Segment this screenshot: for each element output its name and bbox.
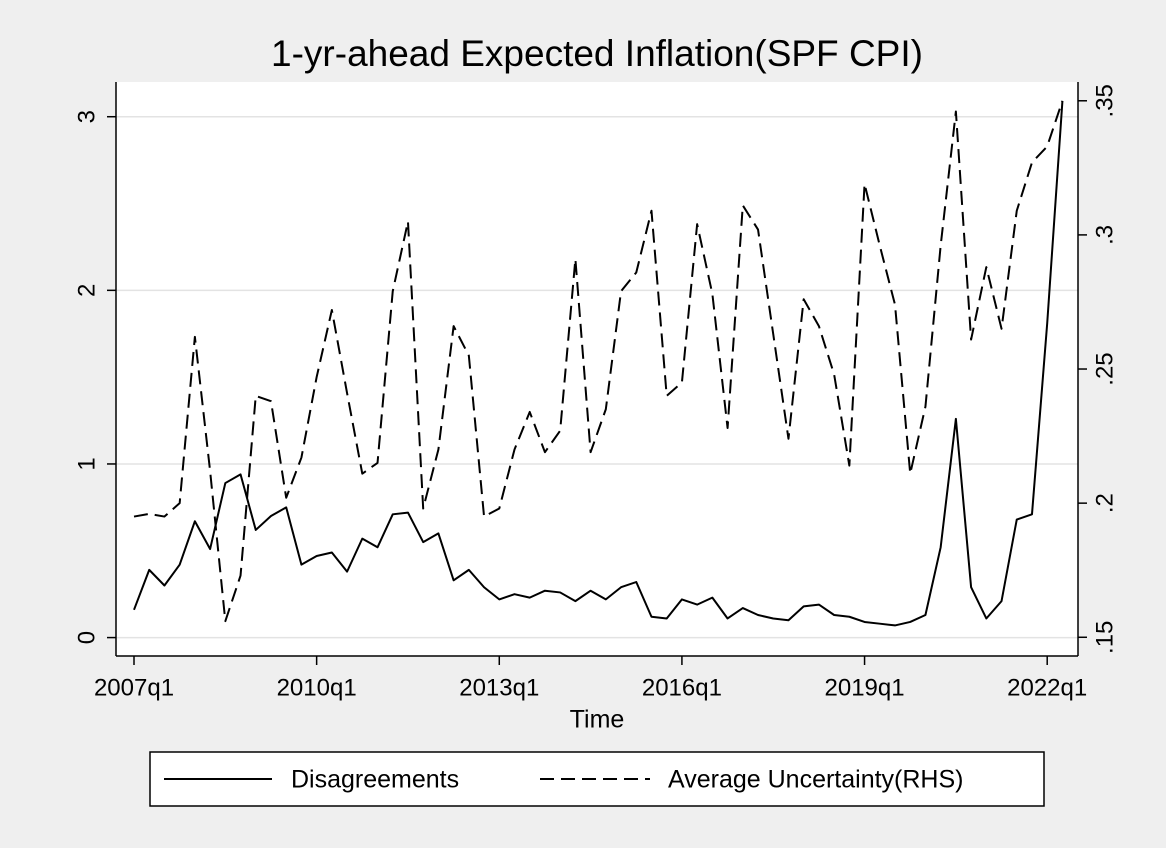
x-tick-label: 2010q1: [277, 674, 357, 701]
x-tick-label: 2013q1: [459, 674, 539, 701]
legend-label: Disagreements: [291, 766, 459, 794]
x-axis-title: Time: [570, 706, 625, 734]
x-tick-label: 2019q1: [825, 674, 905, 701]
plot-area: [116, 82, 1078, 656]
y2-tick-label: .2: [1091, 493, 1118, 513]
y2-tick-label: .3: [1091, 225, 1118, 245]
y2-tick-label: .35: [1091, 84, 1118, 117]
legend: [149, 751, 1045, 807]
y-tick-label: 3: [73, 110, 100, 123]
y2-tick-label: .25: [1091, 352, 1118, 385]
x-tick-label: 2022q1: [1007, 674, 1087, 701]
y-tick-label: 2: [73, 284, 100, 297]
y-tick-label: 1: [73, 457, 100, 470]
chart-title: 1-yr-ahead Expected Inflation(SPF CPI): [271, 33, 923, 74]
series-line: [133, 101, 1064, 627]
series-line: [133, 100, 1064, 623]
x-tick-label: 2016q1: [642, 674, 722, 701]
y-tick-label: 0: [73, 631, 100, 644]
legend-label: Average Uncertainty(RHS): [668, 766, 963, 794]
x-tick-label: 2007q1: [94, 674, 174, 701]
y2-tick-label: .15: [1091, 621, 1118, 654]
